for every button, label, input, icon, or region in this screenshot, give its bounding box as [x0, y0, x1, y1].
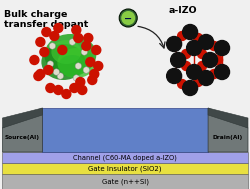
Polygon shape — [2, 174, 248, 189]
Polygon shape — [2, 163, 248, 174]
Circle shape — [50, 32, 59, 40]
Circle shape — [30, 56, 39, 64]
Circle shape — [53, 69, 60, 75]
Ellipse shape — [42, 44, 85, 80]
Circle shape — [214, 64, 230, 80]
Circle shape — [42, 28, 51, 36]
Circle shape — [214, 40, 230, 56]
Circle shape — [90, 70, 99, 78]
Circle shape — [76, 77, 85, 87]
Circle shape — [82, 42, 91, 50]
Text: Gate (n++SI): Gate (n++SI) — [102, 178, 149, 185]
Polygon shape — [2, 108, 42, 152]
Circle shape — [182, 50, 190, 59]
Circle shape — [194, 77, 202, 87]
Circle shape — [47, 61, 54, 67]
Circle shape — [81, 49, 87, 55]
Circle shape — [167, 68, 182, 84]
Circle shape — [36, 70, 45, 78]
Text: Bulk charge
transfer dopant: Bulk charge transfer dopant — [4, 10, 89, 29]
Ellipse shape — [58, 55, 86, 77]
Circle shape — [171, 53, 186, 67]
Circle shape — [36, 37, 45, 46]
Circle shape — [167, 36, 182, 51]
Ellipse shape — [57, 48, 95, 78]
Circle shape — [194, 33, 202, 43]
Circle shape — [198, 61, 206, 70]
Circle shape — [44, 66, 53, 74]
Circle shape — [214, 56, 222, 64]
Circle shape — [75, 63, 82, 69]
Circle shape — [34, 71, 43, 81]
Circle shape — [78, 85, 87, 94]
Text: Channel (C60-MA doped a-IZO): Channel (C60-MA doped a-IZO) — [73, 154, 177, 161]
Ellipse shape — [51, 40, 81, 64]
Polygon shape — [208, 108, 248, 128]
Circle shape — [83, 67, 89, 73]
Circle shape — [119, 9, 137, 27]
Circle shape — [121, 11, 135, 25]
Circle shape — [182, 81, 198, 95]
Polygon shape — [2, 108, 42, 128]
Circle shape — [198, 50, 206, 59]
Circle shape — [198, 70, 214, 85]
Circle shape — [210, 70, 218, 78]
Circle shape — [69, 39, 75, 45]
Circle shape — [49, 43, 56, 49]
Circle shape — [84, 33, 93, 43]
Circle shape — [178, 80, 186, 88]
Circle shape — [54, 85, 63, 94]
Text: Gate Insulator (SIO2): Gate Insulator (SIO2) — [88, 165, 162, 172]
Circle shape — [202, 53, 218, 67]
Circle shape — [70, 84, 79, 92]
Polygon shape — [208, 108, 248, 152]
Circle shape — [210, 42, 218, 50]
Circle shape — [182, 61, 190, 70]
Circle shape — [46, 84, 55, 92]
Circle shape — [40, 47, 49, 57]
Circle shape — [72, 26, 81, 35]
Circle shape — [86, 57, 95, 67]
Circle shape — [94, 61, 103, 70]
Polygon shape — [42, 108, 208, 152]
Circle shape — [182, 25, 198, 40]
Circle shape — [74, 33, 83, 43]
Text: a-IZO: a-IZO — [168, 6, 197, 15]
Text: −: − — [124, 14, 132, 24]
Circle shape — [73, 75, 80, 81]
Circle shape — [178, 32, 186, 40]
Text: Source(Al): Source(Al) — [5, 136, 40, 140]
Circle shape — [54, 23, 63, 33]
Circle shape — [92, 46, 101, 54]
Circle shape — [198, 35, 214, 50]
Text: Drain(Al): Drain(Al) — [213, 136, 243, 140]
Circle shape — [186, 40, 202, 56]
Circle shape — [186, 64, 202, 80]
Circle shape — [57, 73, 64, 79]
Polygon shape — [2, 152, 248, 163]
Circle shape — [88, 75, 97, 84]
Circle shape — [62, 90, 71, 98]
Circle shape — [58, 46, 67, 54]
Ellipse shape — [44, 34, 96, 76]
